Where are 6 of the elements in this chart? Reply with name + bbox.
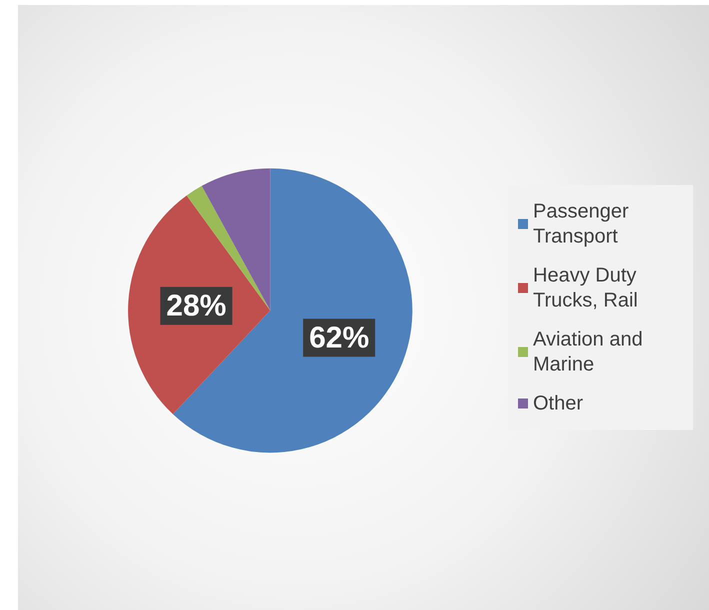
data-label: 62% [309, 321, 370, 354]
legend-label: Heavy Duty Trucks, Rail [533, 264, 642, 312]
legend-label: Aviation and Marine [533, 328, 648, 376]
legend-label: Passenger Transport [533, 200, 634, 248]
legend-label: Other [533, 392, 584, 414]
data-label: 28% [166, 289, 226, 322]
